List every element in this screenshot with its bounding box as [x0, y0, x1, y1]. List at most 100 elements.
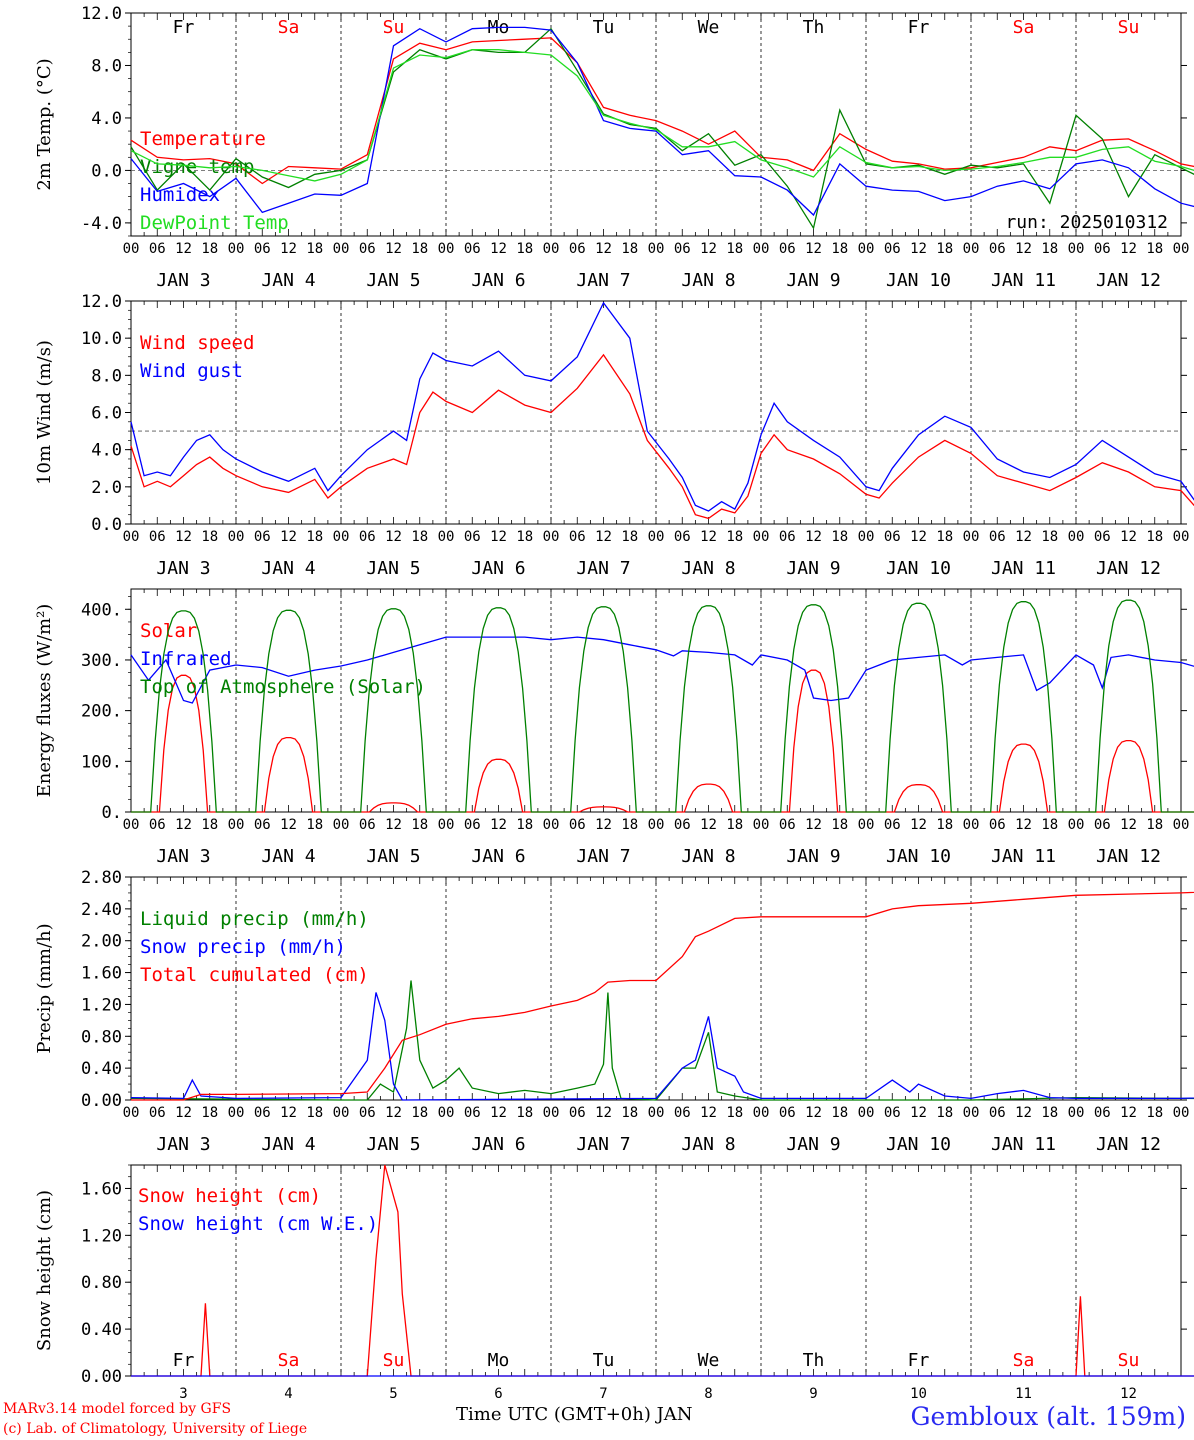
x-day-number: 9	[809, 1386, 817, 1402]
x-date-label: JAN 6	[471, 846, 525, 867]
legend-entry: Wind gust	[140, 360, 243, 382]
x-hour-label: 00	[753, 241, 770, 257]
x-date-label: JAN 8	[681, 270, 735, 291]
x-hour-label: 00	[963, 529, 980, 545]
x-hour-label: 12	[700, 817, 717, 833]
y-tick-label: 8.0	[91, 56, 122, 76]
x-day-number: 7	[599, 1386, 607, 1402]
x-hour-label: 18	[936, 1105, 953, 1121]
x-hour-label: 00	[648, 241, 665, 257]
x-hour-label: 00	[438, 529, 455, 545]
x-hour-label: 12	[385, 817, 402, 833]
x-date-label: JAN 4	[261, 846, 315, 867]
weekday-label: Tu	[593, 1350, 615, 1371]
x-hour-label: 18	[516, 1105, 533, 1121]
x-axis-title: Time UTC (GMT+0h) JAN	[456, 1404, 693, 1425]
x-hour-label: 06	[674, 817, 691, 833]
weekday-label: Sa	[278, 1350, 300, 1371]
x-hour-label: 12	[805, 529, 822, 545]
x-hour-label: 12	[175, 817, 192, 833]
x-date-label: JAN 7	[576, 558, 630, 579]
x-hour-label: 18	[726, 817, 743, 833]
x-day-number: 3	[179, 1386, 187, 1402]
weekday-label: Su	[1118, 1350, 1140, 1371]
x-hour-label: 12	[490, 529, 507, 545]
x-hour-label: 00	[1068, 817, 1085, 833]
x-hour-label: 06	[359, 817, 376, 833]
series-line-top-of-atmosphere-solar-	[131, 599, 1194, 813]
chart-panel-3: 400. 300. 200. 100. 0. Energy fluxes (W/m²) 00…	[34, 588, 1194, 867]
x-hour-label: 12	[1120, 817, 1137, 833]
chart-panel-5: 1.60 1.20 0.80 0.40 0.00 Snow height (cm) 3 4 5 6…	[34, 1164, 1194, 1402]
x-date-label: JAN 8	[681, 1134, 735, 1155]
x-hour-label: 12	[1015, 817, 1032, 833]
x-hour-label: 06	[989, 817, 1006, 833]
x-hour-label: 12	[910, 529, 927, 545]
x-hour-label: 06	[569, 817, 586, 833]
x-hour-label: 06	[359, 241, 376, 257]
x-day-number: 5	[389, 1386, 397, 1402]
legend-entry: Top of Atmosphere (Solar)	[140, 676, 426, 698]
x-hour-label: 00	[438, 1105, 455, 1121]
x-hour-label: 18	[516, 529, 533, 545]
x-hour-label: 06	[989, 241, 1006, 257]
x-hour-label: 18	[516, 817, 533, 833]
y-tick-label: 10.0	[81, 329, 122, 349]
x-hour-label: 00	[858, 529, 875, 545]
x-hour-label: 06	[464, 817, 481, 833]
series-line-dewpoint-temp	[130, 49, 1194, 182]
x-hour-label: 12	[700, 1105, 717, 1121]
series-line-temperature	[130, 37, 1194, 185]
x-date-label: JAN 8	[681, 558, 735, 579]
x-hour-label: 06	[569, 529, 586, 545]
x-date-label: JAN 11	[991, 1134, 1056, 1155]
x-date-label: JAN 9	[786, 846, 840, 867]
legend-entry: Infrared	[140, 648, 232, 670]
x-hour-label: 00	[438, 817, 455, 833]
x-date-label: JAN 11	[991, 846, 1056, 867]
x-hour-label: 18	[936, 529, 953, 545]
x-hour-label: 06	[884, 1105, 901, 1121]
chart-panel-1: 12.0 8.0 4.0 0.0 -4.0 2m Temp. (°C) 00 06 12 18 JA…	[34, 4, 1194, 291]
x-hour-label: 00	[333, 529, 350, 545]
x-date-label: JAN 5	[366, 1134, 420, 1155]
x-hour-label: 06	[149, 529, 166, 545]
y-tick-label: 2.0	[91, 478, 122, 498]
x-hour-label: 06	[674, 241, 691, 257]
x-hour-label: 18	[831, 817, 848, 833]
x-date-label: JAN 9	[786, 270, 840, 291]
x-hour-label: 06	[1094, 1105, 1111, 1121]
x-hour-label: 18	[306, 241, 323, 257]
x-date-label: JAN 5	[366, 558, 420, 579]
x-hour-label: 00	[858, 817, 875, 833]
weekday-label: Fr	[173, 17, 195, 38]
x-hour-label: 12	[595, 817, 612, 833]
legend-entry: Snow precip (mm/h)	[140, 936, 346, 958]
x-hour-label: 06	[779, 241, 796, 257]
y-tick-label: 0.	[102, 803, 122, 823]
x-hour-label: 18	[831, 1105, 848, 1121]
x-hour-label: 12	[175, 241, 192, 257]
y-axis-title: 10m Wind (m/s)	[34, 340, 55, 485]
x-hour-label: 18	[201, 817, 218, 833]
x-hour-label: 12	[595, 529, 612, 545]
y-tick-label: 200.	[81, 702, 122, 722]
x-hour-label: 00	[333, 241, 350, 257]
x-hour-label: 12	[1015, 241, 1032, 257]
x-hour-label: 00	[123, 1105, 140, 1121]
x-hour-label: 12	[595, 1105, 612, 1121]
x-hour-label: 18	[1146, 1105, 1163, 1121]
x-hour-label: 18	[621, 241, 638, 257]
x-hour-label: 06	[569, 241, 586, 257]
x-hour-label: 18	[936, 241, 953, 257]
x-date-label: JAN 12	[1096, 1134, 1161, 1155]
y-tick-label: 0.40	[81, 1059, 122, 1079]
x-hour-label: 12	[910, 241, 927, 257]
x-hour-label: 00	[543, 817, 560, 833]
y-tick-label: 4.0	[91, 441, 122, 461]
x-hour-label: 06	[1094, 529, 1111, 545]
x-hour-label: 12	[700, 529, 717, 545]
x-hour-label: 12	[805, 1105, 822, 1121]
x-hour-label: 18	[1041, 817, 1058, 833]
x-hour-label: 12	[175, 529, 192, 545]
